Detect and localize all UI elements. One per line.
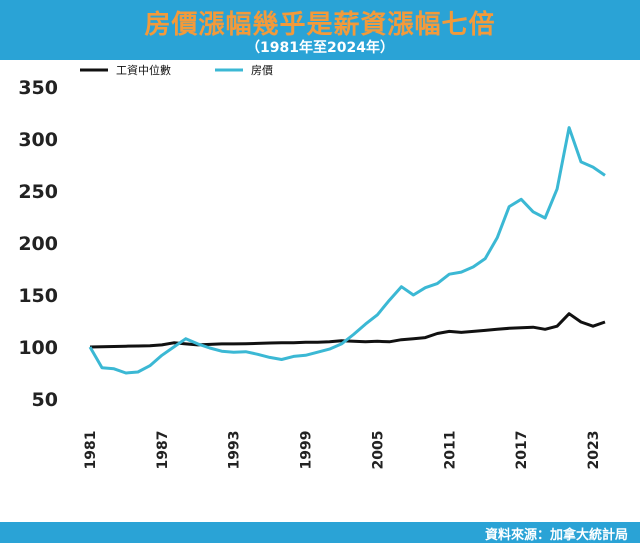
chart-title: 房價漲幅幾乎是薪資漲幅七倍 xyxy=(144,10,496,40)
legend-label-wage: 工資中位數 xyxy=(116,63,171,77)
x-tick-label: 2005 xyxy=(370,431,386,470)
series-line-house xyxy=(88,126,606,375)
legend: 工資中位數 房價 xyxy=(80,63,273,77)
x-tick-label: 1999 xyxy=(299,431,315,470)
x-tick-label: 1993 xyxy=(227,431,243,470)
y-tick-label: 300 xyxy=(18,129,58,151)
source-note: 資料來源：加拿大統計局 xyxy=(484,528,628,543)
y-tick-label: 350 xyxy=(18,77,58,99)
x-tick-label: 2017 xyxy=(514,431,530,470)
y-tick-label: 150 xyxy=(18,285,58,307)
y-tick-label: 200 xyxy=(18,233,58,255)
y-tick-label: 50 xyxy=(32,389,58,411)
series-lines xyxy=(88,126,606,375)
y-tick-label: 100 xyxy=(18,337,58,359)
chart-subtitle: （1981年至2024年） xyxy=(246,40,394,56)
header-banner: 房價漲幅幾乎是薪資漲幅七倍 （1981年至2024年） xyxy=(0,0,640,60)
x-tick-label: 1987 xyxy=(155,431,171,470)
x-tick-label: 1981 xyxy=(83,431,99,470)
x-axis-ticks: 1981 1987 1993 1999 2005 2011 2017 2023 xyxy=(83,431,602,470)
series-line-wage xyxy=(89,312,606,349)
y-tick-label: 250 xyxy=(18,181,58,203)
legend-label-house: 房價 xyxy=(251,63,273,77)
x-tick-label: 2023 xyxy=(586,431,602,470)
y-axis-ticks: 50 100 150 200 250 300 350 xyxy=(18,77,58,411)
x-tick-label: 2011 xyxy=(442,431,458,470)
footer-banner: 資料來源：加拿大統計局 xyxy=(0,522,640,543)
